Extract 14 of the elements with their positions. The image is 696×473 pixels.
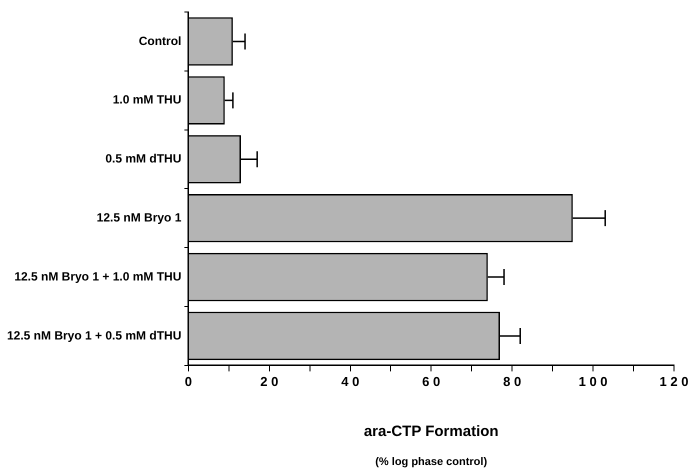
x-tick-label: 2 0 <box>260 374 278 389</box>
x-tick-label: 1 2 0 <box>660 374 688 389</box>
y-tick-label: 12.5 nM Bryo 1 + 0.5 mM dTHU <box>6 328 182 342</box>
x-tick-label: 4 0 <box>341 374 360 389</box>
y-tick-label: 12.5 nM Bryo 1 <box>96 210 182 224</box>
x-axis-title: ara-CTP Formation (% log phase control) <box>364 423 499 468</box>
y-tick-label: 12.5 nM Bryo 1 + 1.0 mM THU <box>14 269 182 284</box>
x-tick-label: 0 <box>184 374 192 389</box>
y-tick-label: 0.5 mM dTHU <box>105 152 182 166</box>
x-tick-label: 6 0 <box>422 374 440 389</box>
y-tick-label: Control <box>138 34 182 48</box>
x-tick-label: 8 0 <box>503 374 522 389</box>
x-tick-label: 1 0 0 <box>578 374 608 389</box>
y-tick-label: 1.0 mM THU <box>112 92 182 107</box>
